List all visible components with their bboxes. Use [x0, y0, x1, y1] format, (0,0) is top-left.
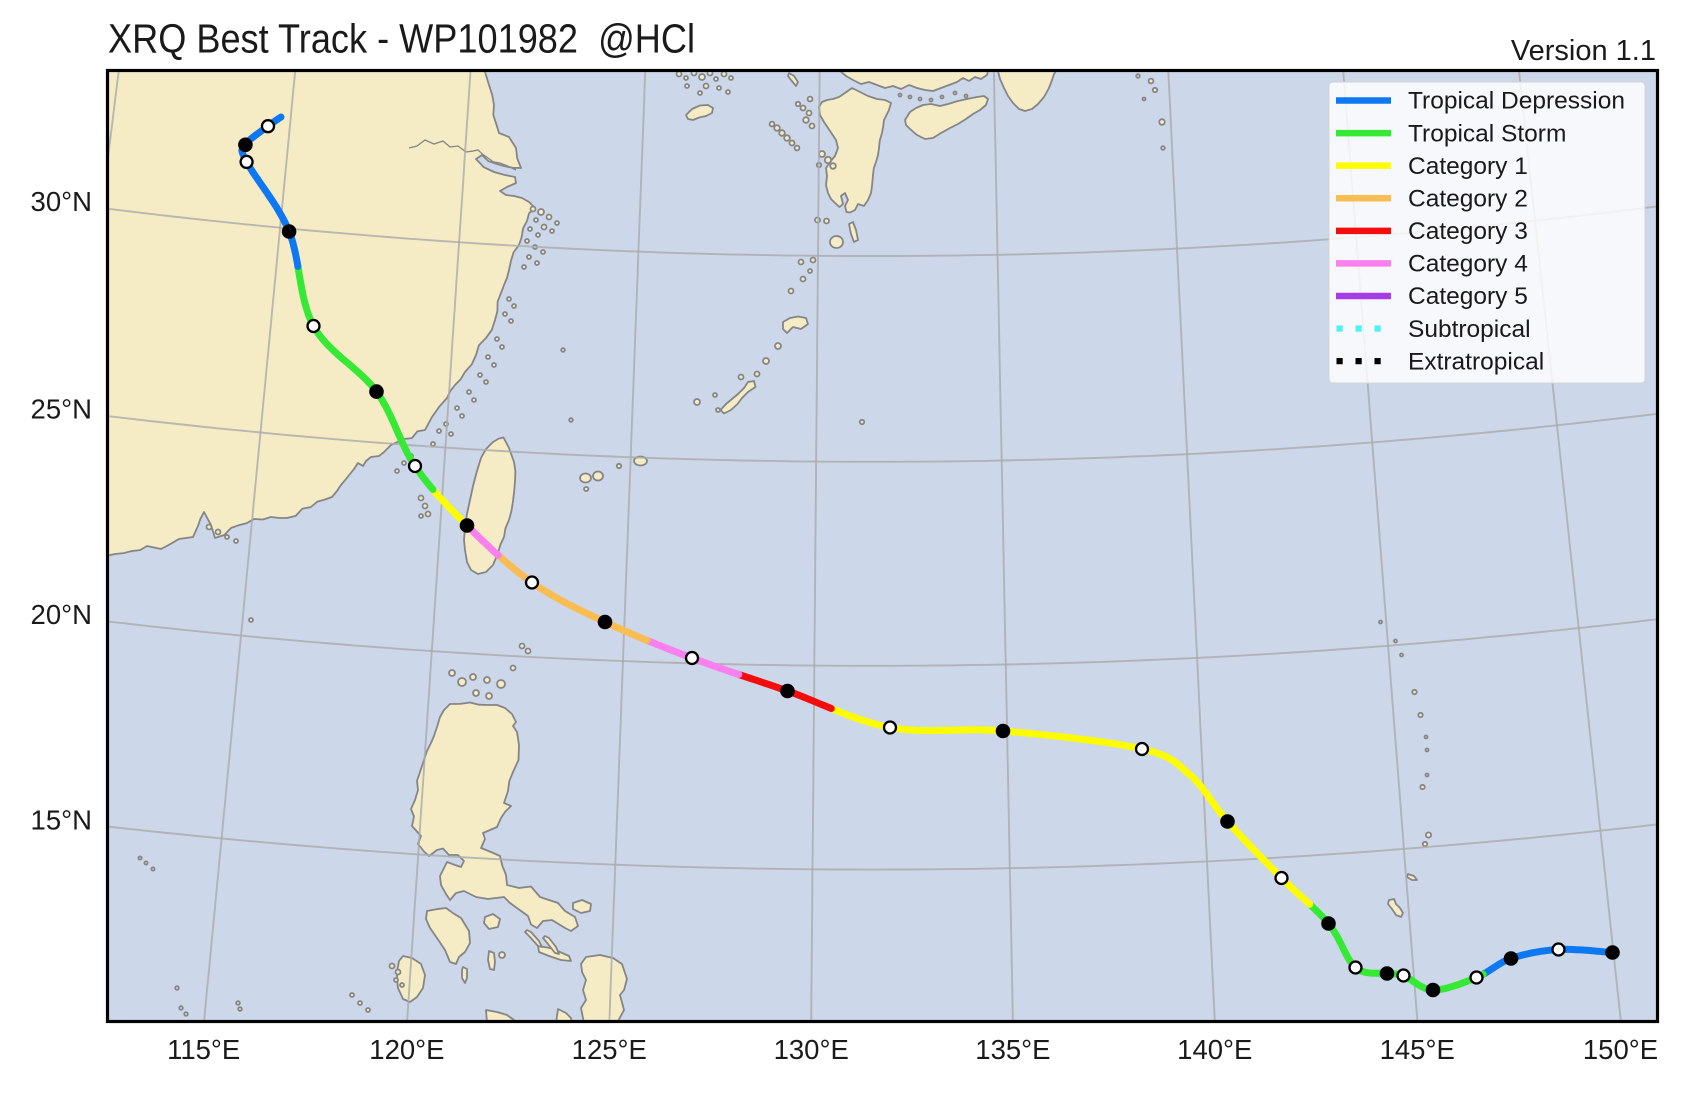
svg-text:Subtropical: Subtropical	[1408, 316, 1531, 343]
svg-text:Category 1: Category 1	[1408, 153, 1528, 180]
svg-text:Version 1.1: Version 1.1	[1511, 35, 1656, 67]
svg-text:15°N: 15°N	[31, 804, 92, 835]
svg-text:20°N: 20°N	[31, 599, 92, 630]
svg-text:Category 3: Category 3	[1408, 218, 1528, 245]
svg-text:Category 4: Category 4	[1408, 251, 1528, 278]
svg-text:30°N: 30°N	[31, 186, 92, 217]
svg-text:Tropical Depression: Tropical Depression	[1408, 88, 1625, 115]
svg-text:125°E: 125°E	[572, 1034, 647, 1065]
svg-text:145°E: 145°E	[1380, 1034, 1455, 1065]
svg-text:Category 2: Category 2	[1408, 185, 1528, 212]
svg-text:115°E: 115°E	[167, 1034, 240, 1065]
svg-text:150°E: 150°E	[1583, 1034, 1658, 1065]
svg-text:25°N: 25°N	[31, 394, 92, 425]
svg-text:130°E: 130°E	[774, 1034, 849, 1065]
svg-text:135°E: 135°E	[975, 1034, 1050, 1065]
svg-text:Extratropical: Extratropical	[1408, 348, 1544, 375]
svg-text:Tropical Storm: Tropical Storm	[1408, 120, 1566, 147]
svg-text:Category 5: Category 5	[1408, 283, 1528, 310]
svg-text:140°E: 140°E	[1177, 1034, 1252, 1065]
svg-text:120°E: 120°E	[369, 1034, 444, 1065]
svg-text:XRQ Best Track - WP101982 @HC: XRQ Best Track - WP101982 @HCl	[108, 16, 695, 62]
